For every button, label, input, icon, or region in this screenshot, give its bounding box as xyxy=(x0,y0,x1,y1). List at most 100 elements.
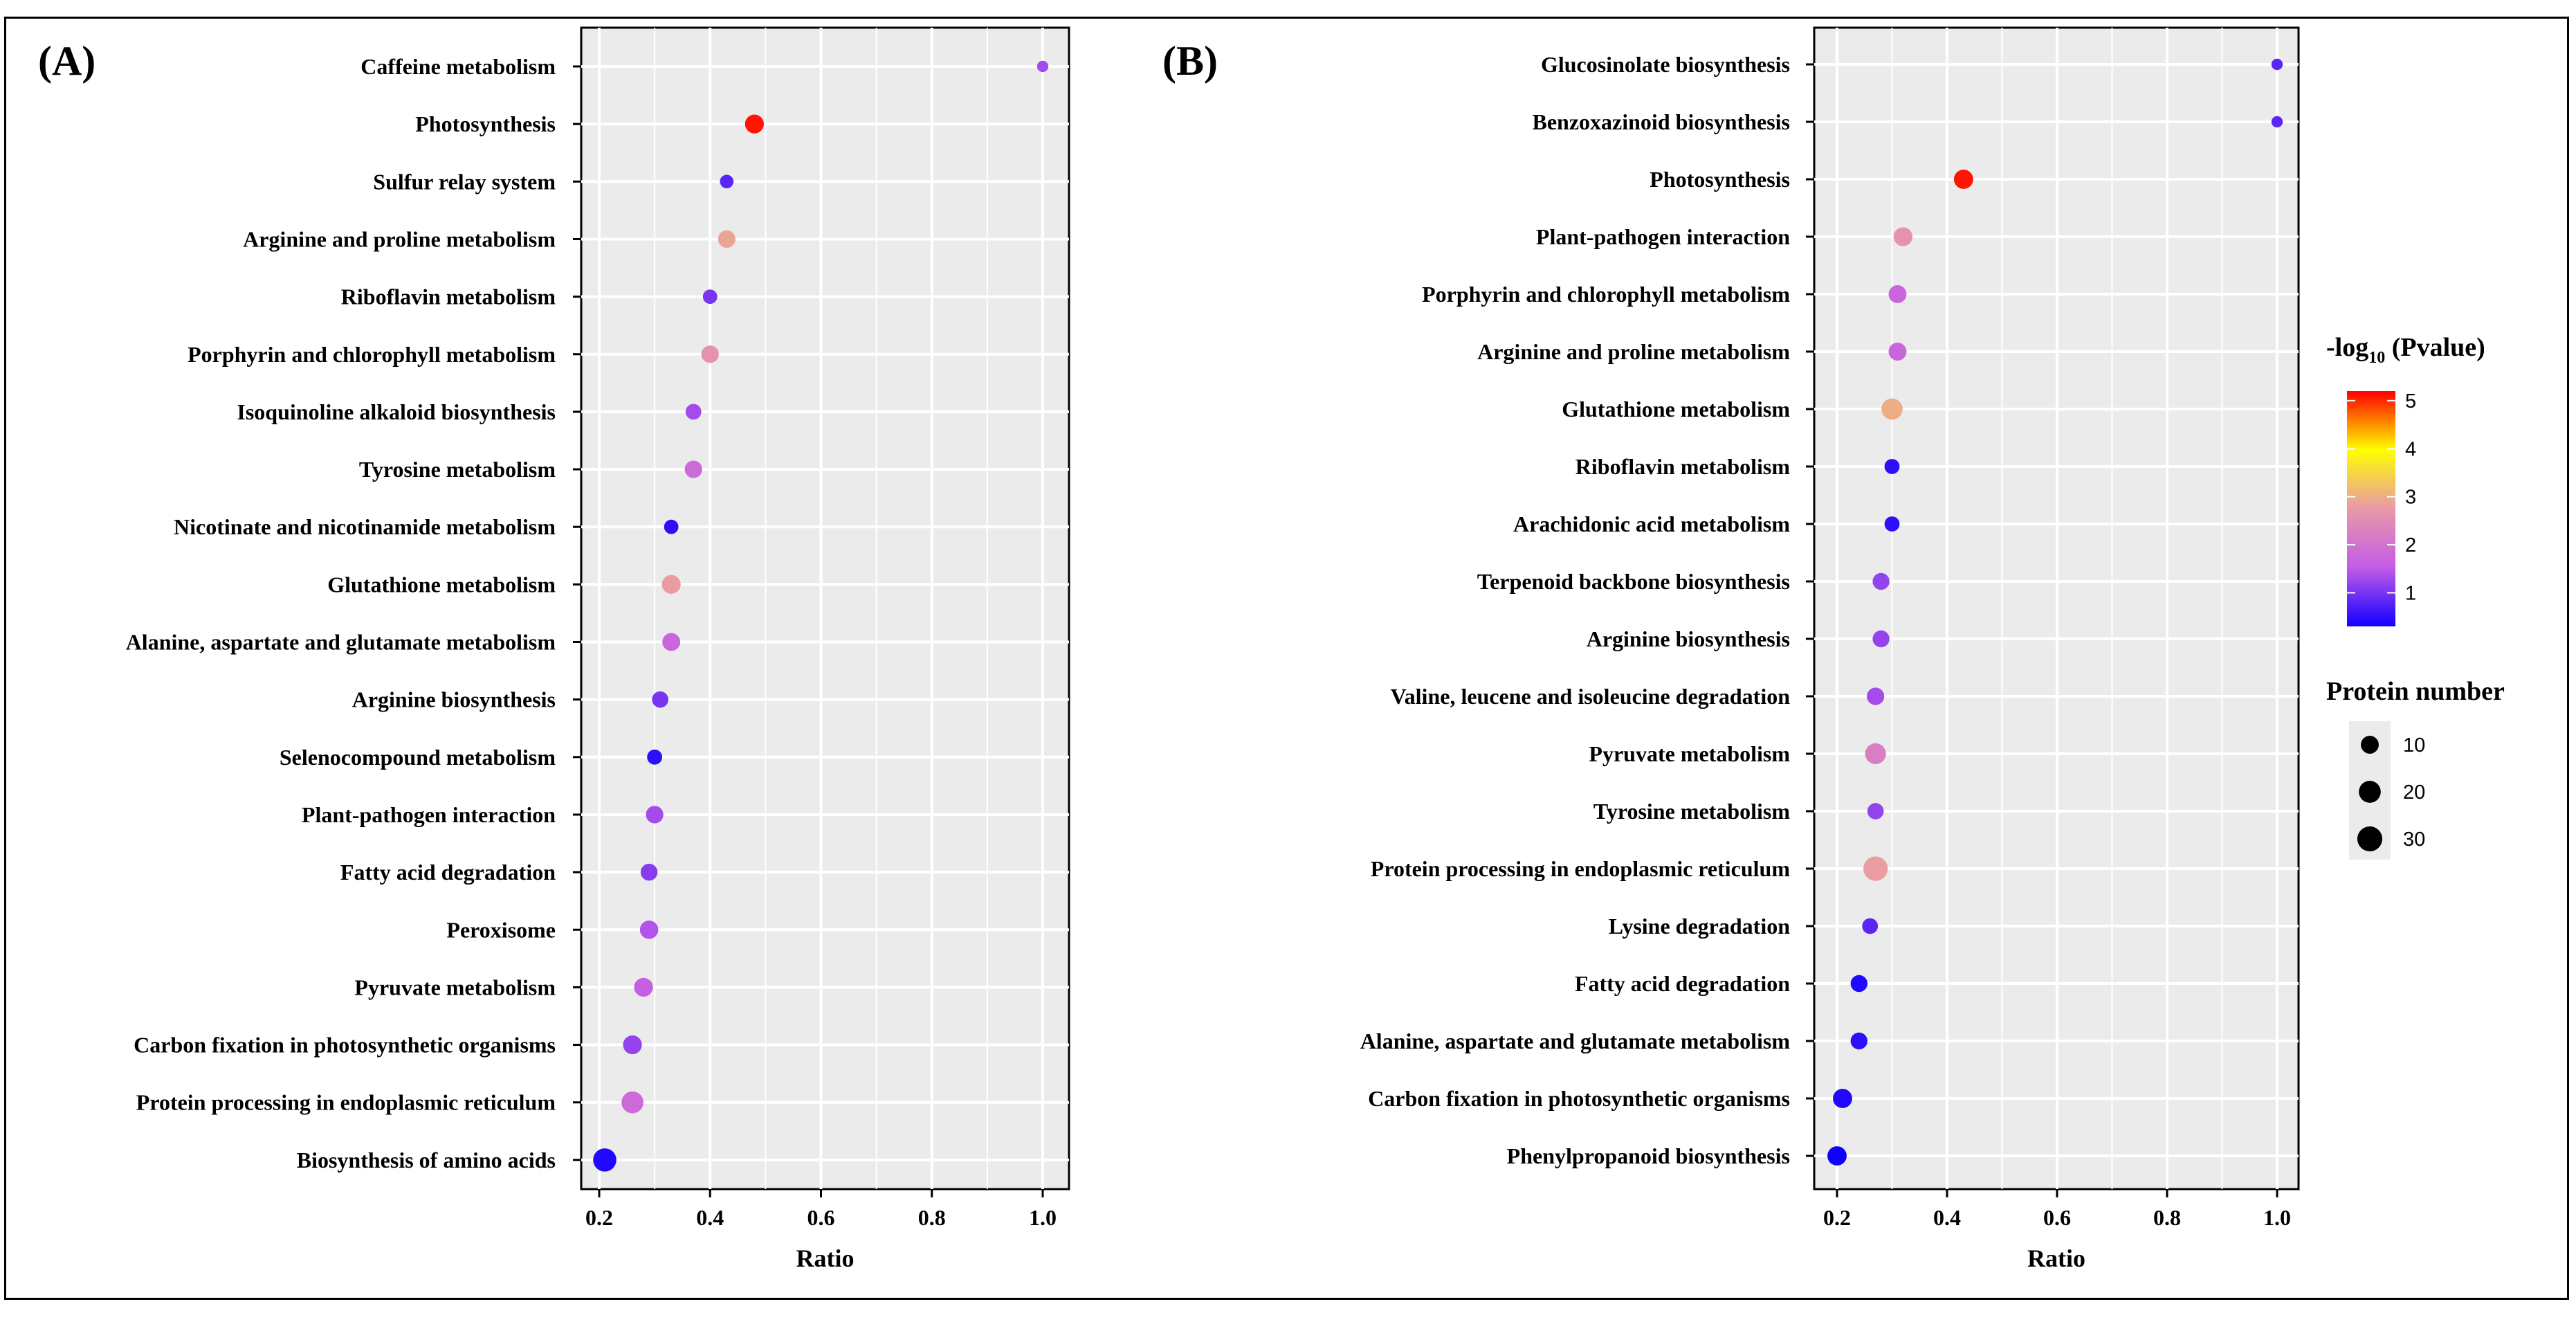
x-tick-label: 0.2 xyxy=(585,1205,613,1230)
y-tick-label: Peroxisome xyxy=(446,917,556,942)
data-point xyxy=(662,633,681,651)
y-tick-label: Sulfur relay system xyxy=(373,169,556,194)
y-tick-label: Pyruvate metabolism xyxy=(1589,741,1790,766)
x-tick-label: 0.4 xyxy=(696,1205,724,1230)
size-legend-dot xyxy=(2359,781,2381,803)
data-point xyxy=(1881,398,1903,420)
y-tick-label: Tyrosine metabolism xyxy=(1593,799,1790,824)
y-tick-label: Photosynthesis xyxy=(1650,167,1790,192)
data-point xyxy=(1893,227,1913,246)
y-tick-label: Porphyrin and chlorophyll metabolism xyxy=(1422,282,1790,307)
size-legend-title: Protein number xyxy=(2326,677,2505,706)
y-tick-label: Alanine, aspartate and glutamate metabol… xyxy=(1360,1029,1791,1053)
size-legend-label: 20 xyxy=(2403,781,2425,804)
y-tick-label: Fatty acid degradation xyxy=(340,860,556,885)
data-point xyxy=(1850,1032,1868,1050)
data-point xyxy=(701,345,719,363)
y-tick-label: Protein processing in endoplasmic reticu… xyxy=(136,1090,556,1115)
color-legend-title: -log10 (Pvalue) xyxy=(2326,333,2485,367)
data-point xyxy=(1827,1146,1847,1166)
data-point xyxy=(1884,459,1900,474)
data-point xyxy=(1872,630,1890,648)
y-tick-label: Arginine and proline metabolism xyxy=(243,226,556,251)
data-point xyxy=(720,174,734,189)
data-point xyxy=(1872,572,1890,590)
y-tick-label: Lysine degradation xyxy=(1609,914,1790,939)
size-legend-dot xyxy=(2357,826,2383,852)
color-bar-tick-label: 1 xyxy=(2405,582,2416,604)
color-bar-tick-label: 3 xyxy=(2405,487,2416,509)
x-tick-label: 0.4 xyxy=(1933,1205,1961,1230)
data-point xyxy=(623,1035,642,1055)
x-tick-label: 1.0 xyxy=(2263,1205,2291,1230)
y-tick-label: Carbon fixation in photosynthetic organi… xyxy=(134,1033,556,1058)
grid-lines xyxy=(581,28,1069,1189)
data-point xyxy=(652,691,668,708)
size-legend-dot xyxy=(2361,736,2379,754)
data-point xyxy=(702,289,718,304)
data-point xyxy=(1036,60,1049,73)
data-point xyxy=(1867,803,1884,820)
data-point xyxy=(647,749,663,765)
data-points xyxy=(593,60,1049,1172)
panel-letter: (B) xyxy=(1162,38,1218,84)
y-tick-label: Plant-pathogen interaction xyxy=(1536,224,1790,249)
data-points xyxy=(1827,58,2283,1166)
data-point xyxy=(634,977,653,997)
y-tick-label: Alanine, aspartate and glutamate metabol… xyxy=(126,630,556,655)
y-tick-label: Selenocompound metabolism xyxy=(280,745,556,770)
y-tick-label: Glutathione metabolism xyxy=(327,572,556,597)
color-bar-ticks: 5 4 3 2 1 xyxy=(2347,390,2416,604)
data-point xyxy=(1833,1089,1852,1108)
data-point xyxy=(640,863,658,881)
x-tick-label: 0.8 xyxy=(918,1205,946,1230)
data-point xyxy=(684,460,702,478)
y-tick-label: Terpenoid backbone biosynthesis xyxy=(1477,569,1790,594)
data-point xyxy=(1867,687,1885,705)
figure-frame xyxy=(4,17,2569,1300)
data-point xyxy=(639,920,659,939)
data-point xyxy=(1862,918,1879,934)
data-point xyxy=(1850,975,1868,993)
data-point xyxy=(1953,170,1973,189)
y-tick-label: Tyrosine metabolism xyxy=(359,457,556,482)
panel-letter: (A) xyxy=(38,38,95,84)
data-point xyxy=(1888,343,1907,361)
x-axis-title: Ratio xyxy=(796,1244,855,1272)
x-tick-label: 0.6 xyxy=(807,1205,835,1230)
y-tick-label: Biosynthesis of amino acids xyxy=(297,1148,556,1172)
size-legend-label: 30 xyxy=(2403,828,2425,851)
y-tick-label: Photosynthesis xyxy=(415,111,556,136)
y-tick-label: Benzoxazinoid biosynthesis xyxy=(1532,109,1790,134)
data-point xyxy=(593,1148,616,1172)
y-tick-label: Phenylpropanoid biosynthesis xyxy=(1507,1143,1790,1168)
legend: -log10 (Pvalue) 5 4 3 2 1 Protein number 10 2… xyxy=(2326,333,2505,860)
data-point xyxy=(1884,516,1900,532)
data-point xyxy=(718,230,736,248)
y-tick-label: Protein processing in endoplasmic reticu… xyxy=(1371,856,1791,881)
color-bar-tick-label: 5 xyxy=(2405,390,2416,413)
y-tick-label: Pyruvate metabolism xyxy=(354,975,556,999)
data-point xyxy=(1863,856,1888,881)
data-point xyxy=(1888,285,1907,303)
data-point xyxy=(745,114,764,134)
y-tick-label: Arginine biosynthesis xyxy=(352,687,556,712)
y-tick-label: Fatty acid degradation xyxy=(1575,971,1790,996)
data-point xyxy=(664,519,679,534)
y-tick-label: Nicotinate and nicotinamide metabolism xyxy=(174,514,556,539)
x-tick-label: 0.6 xyxy=(2043,1205,2071,1230)
data-point xyxy=(1865,743,1886,765)
y-tick-label: Plant-pathogen interaction xyxy=(302,802,556,827)
y-tick-label: Isoquinoline alkaloid biosynthesis xyxy=(237,399,556,424)
x-tick-label: 1.0 xyxy=(1029,1205,1057,1230)
size-legend-label: 10 xyxy=(2403,734,2425,757)
data-point xyxy=(2271,58,2283,71)
data-point xyxy=(646,806,664,824)
y-tick-label: Glucosinolate biosynthesis xyxy=(1541,52,1790,77)
color-bar xyxy=(2347,391,2395,626)
data-point xyxy=(685,404,702,420)
data-point xyxy=(2271,116,2283,128)
data-point xyxy=(621,1091,643,1114)
y-tick-label: Caffeine metabolism xyxy=(360,54,556,79)
y-tick-label: Arginine biosynthesis xyxy=(1587,626,1790,651)
